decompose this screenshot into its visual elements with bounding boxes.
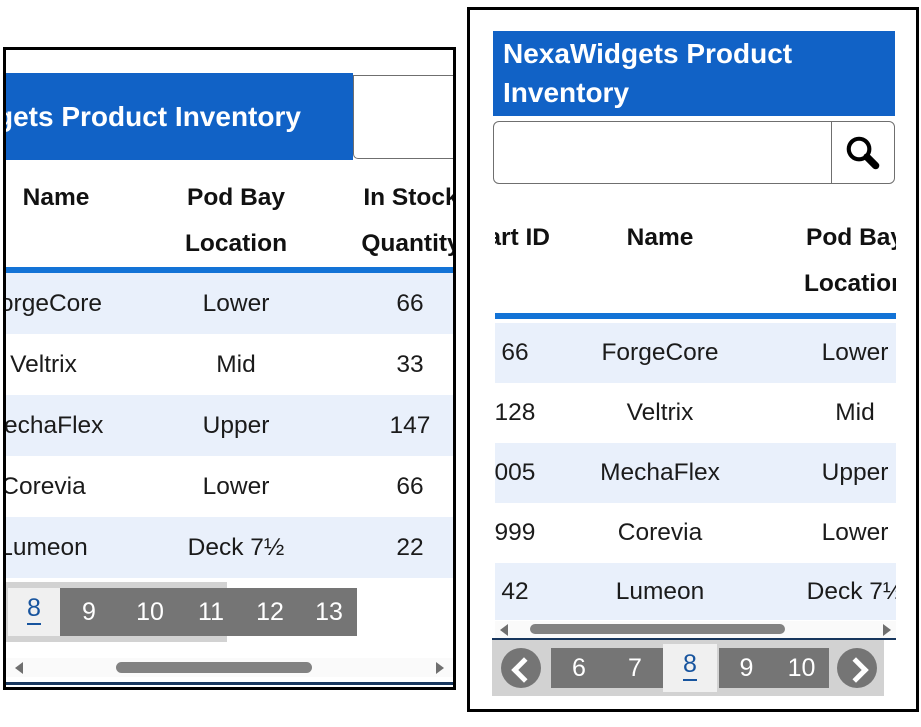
chevron-left-icon [511,657,537,683]
pagination-bar: 6 7 8 9 10 [492,640,884,696]
page-button[interactable]: 9 [82,598,96,626]
prev-page-button[interactable] [501,648,541,688]
cell-name: ForgeCore [601,339,719,366]
header-divider-rule [495,313,896,319]
table-row: 999 Corevia Lower [495,503,896,563]
column-header-name: Name [626,224,694,251]
cell-id: 128 [495,399,536,426]
cell-bay: Upper [821,459,889,486]
cell-bay: Lower [202,290,270,317]
table-scroll-viewport: Part ID Name Pod Bay Location 66 ForgeCo… [495,205,896,620]
chevron-right-icon [843,657,869,683]
cell-bay: Lower [202,473,270,500]
cell-name: MechaFlex [600,459,720,486]
search-input[interactable] [494,122,830,183]
widget-bottom-border [6,682,453,685]
cell-name: Corevia [3,473,86,500]
cell-name: ForgeCore [6,290,103,317]
scroll-left-icon[interactable] [15,662,23,674]
page-button-group: 6 7 [551,648,663,688]
cell-qty: 147 [389,412,431,439]
horizontal-scrollbar[interactable] [6,658,453,677]
column-header-in-stock-line2: Quantity [361,230,456,257]
search-button[interactable] [831,122,894,183]
table-row: 66 ForgeCore Lower [495,323,896,383]
cell-qty: 33 [396,351,424,378]
cell-name: Veltrix [626,399,694,426]
widget-title-bar: NexaWidgets Product Inventory [6,73,353,160]
cell-id: 42 [501,578,529,605]
search-icon [846,136,880,169]
next-page-button[interactable] [837,648,877,688]
cell-qty: 66 [396,290,424,317]
page-number: 8 [27,593,41,625]
cell-qty: 22 [396,534,424,561]
table-row: MechaFlex Upper 147 [6,395,453,456]
page-button[interactable]: 7 [628,654,642,682]
scrollbar-thumb[interactable] [530,624,785,634]
cell-name: MechaFlex [3,412,104,439]
table-row: 005 MechaFlex Upper [495,443,896,503]
cell-name: Lumeon [3,534,88,561]
cell-bay: Upper [202,412,270,439]
column-header-name: Name [22,184,90,211]
page-button[interactable]: 10 [787,654,816,682]
page-title: NexaWidgets Product Inventory [6,101,301,132]
page-button[interactable]: 10 [136,598,164,626]
column-header-in-stock: In Stock Quantity [336,175,456,267]
cell-id: 66 [501,339,529,366]
table-bottom-border [492,638,896,640]
cell-name: Lumeon [615,578,705,605]
column-header-part-id: Part ID [495,224,550,251]
scrollbar-thumb[interactable] [116,662,312,673]
search-input[interactable] [353,75,453,159]
page-button-active[interactable]: 8 [8,588,60,636]
page-button[interactable]: 12 [256,598,284,626]
column-header-pod-bay-line2: Location [184,230,288,257]
page-button[interactable]: 6 [572,654,586,682]
search-control [493,121,895,184]
scroll-right-icon[interactable] [883,624,891,636]
cell-qty: 66 [396,473,424,500]
cell-id: 999 [495,519,536,546]
header-divider-rule [6,267,453,273]
table-row: Corevia Lower 66 [6,456,453,517]
page-button-group: 9 10 [719,648,829,688]
page-button[interactable]: 13 [315,598,343,626]
page-button[interactable]: 11 [198,598,224,626]
column-header-pod-bay-line2: Location [803,270,896,297]
inventory-widget-narrow: NexaWidgets Product Inventory Part ID Na… [467,7,919,712]
table-row: Veltrix Mid 33 [6,334,453,395]
cell-bay: Deck 7½ [806,578,896,605]
scroll-left-icon[interactable] [500,624,508,636]
scroll-right-icon[interactable] [436,662,444,674]
cell-bay: Lower [821,339,889,366]
column-header-pod-bay: Pod Bay Location [166,175,306,267]
cell-bay: Deck 7½ [187,534,285,561]
table-row: ForgeCore Lower 66 [6,273,453,334]
cell-name: Corevia [617,519,703,546]
cell-id: 005 [495,459,536,486]
column-header-pod-bay-line1: Pod Bay [186,184,286,211]
table-row: 128 Veltrix Mid [495,383,896,443]
table-content: Part ID Name Pod Bay Location 66 ForgeCo… [495,205,896,620]
page-number: 8 [683,649,697,681]
table-row: 42 Lumeon Deck 7½ [495,563,896,620]
column-header-pod-bay-line1: Pod Bay [805,224,896,251]
cell-bay: Mid [835,399,875,426]
horizontal-scrollbar[interactable] [495,621,896,638]
column-header-pod-bay: Pod Bay Location [795,215,896,307]
page-button[interactable]: 9 [739,654,754,682]
table-row: Lumeon Deck 7½ 22 [6,517,453,578]
widget-title-bar: NexaWidgets Product Inventory [493,31,895,116]
page-button-active[interactable]: 8 [663,644,717,692]
page-title: NexaWidgets Product Inventory [503,38,793,108]
page-button-group: 9 10 11 12 13 [60,588,357,636]
cell-bay: Mid [216,351,256,378]
cell-bay: Lower [821,519,889,546]
inventory-widget-wide: NexaWidgets Product Inventory Name Pod B… [3,47,456,690]
cell-name: Veltrix [10,351,77,378]
column-header-in-stock-line1: In Stock [363,184,456,211]
